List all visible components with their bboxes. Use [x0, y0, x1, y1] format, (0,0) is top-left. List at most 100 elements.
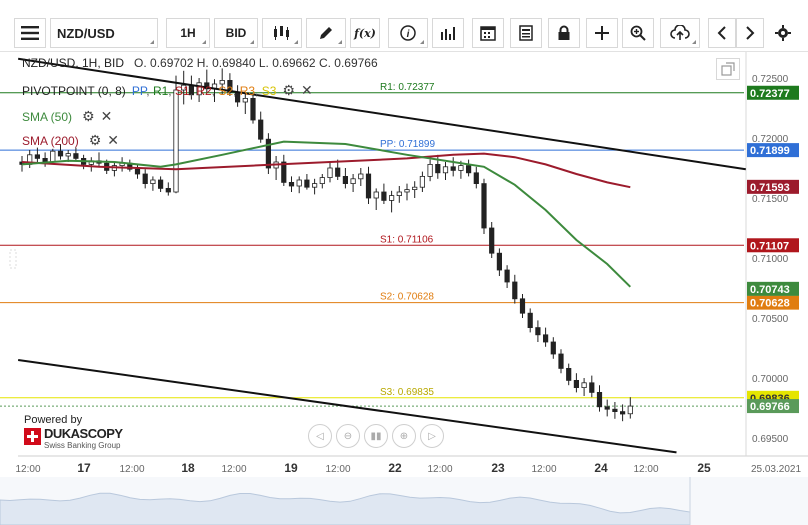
candle-body	[258, 119, 264, 140]
candle-body	[373, 191, 379, 199]
pivot-tag-s1-text: 0.71107	[750, 240, 789, 252]
candle-body	[566, 367, 572, 381]
lock-icon	[558, 25, 570, 40]
x-tick-label: 24	[594, 461, 608, 475]
nav-forward-icon[interactable]: ▷	[420, 424, 444, 448]
candle-body	[73, 153, 79, 159]
menu-button[interactable]	[14, 18, 46, 48]
candle-body	[589, 382, 595, 393]
toolbar: NZD/USD 1H BID f(x) i	[0, 0, 808, 52]
candle-body	[350, 178, 356, 185]
chevron-right-icon	[746, 26, 755, 40]
pivot-tag-s1-bg	[747, 238, 799, 253]
news-button[interactable]	[510, 18, 542, 48]
volume-button[interactable]	[432, 18, 464, 48]
pivot-item-r3: R3	[239, 83, 256, 98]
pivot-label-s2: S2: 0.70628	[380, 292, 434, 303]
candle-body	[519, 298, 526, 314]
candle-body	[219, 79, 225, 85]
candle-body	[335, 167, 341, 177]
nav-zoom-in-icon[interactable]: ⊕	[392, 424, 416, 448]
nav-back-icon[interactable]: ◁	[308, 424, 332, 448]
sma50-remove-close-icon[interactable]: ✕	[100, 108, 113, 124]
candle-body	[250, 98, 256, 121]
sma200-settings-gear-icon[interactable]: ⚙	[88, 132, 102, 148]
symbol-selector[interactable]: NZD/USD	[50, 18, 158, 48]
nav-zoom-out-icon[interactable]: ⊖	[336, 424, 360, 448]
pivot-remove-close-icon[interactable]: ✕	[300, 82, 313, 98]
settings-button[interactable]	[768, 18, 798, 48]
nav-reset-icon[interactable]: ▮▮	[364, 424, 388, 448]
candle-body	[396, 191, 402, 196]
x-tick-label: 17	[77, 461, 91, 475]
pivot-legend-label: PIVOTPOINT (0, 8)	[22, 83, 126, 98]
crosshair-icon	[595, 26, 609, 40]
sma200-remove-close-icon[interactable]: ✕	[107, 132, 119, 148]
draw-tool-button[interactable]	[306, 18, 346, 48]
dukascopy-logo: DUKASCOPY	[44, 426, 123, 441]
ohlc-low-label: L.	[258, 56, 269, 70]
pivot-item-s1: S1	[174, 83, 190, 98]
pivot-label-r1: R1: 0.72377	[380, 82, 435, 93]
candle-body	[142, 173, 148, 185]
candle-body	[311, 183, 318, 188]
scroll-left-button[interactable]	[708, 18, 736, 48]
y-tick-label: 0.69500	[752, 434, 789, 445]
candle-body	[473, 172, 479, 185]
expand-icon	[721, 62, 735, 76]
candle-body	[50, 150, 56, 163]
candle-body	[204, 82, 210, 90]
pivot-item-s2: S2	[218, 83, 234, 98]
crosshair-button[interactable]	[586, 18, 618, 48]
swiss-cross-logo-icon	[24, 428, 41, 445]
candle-body	[481, 183, 487, 229]
pivot-item-r1: R1	[152, 83, 169, 98]
pivot-tag-s2-bg	[747, 295, 799, 310]
zoom-button[interactable]	[622, 18, 654, 48]
cloud-upload-icon	[670, 25, 690, 40]
upload-button[interactable]	[660, 18, 700, 48]
zoom-icon	[630, 25, 646, 41]
scroll-right-button[interactable]	[736, 18, 764, 48]
candle-body	[34, 154, 41, 159]
axis-tag-0-text: 0.71593	[750, 182, 790, 194]
expand-chart-button[interactable]	[716, 58, 740, 80]
bar-chart-icon	[441, 27, 455, 40]
sma200-legend-label: SMA (200)	[22, 133, 79, 148]
sma50-settings-gear-icon[interactable]: ⚙	[82, 108, 95, 124]
price-side-selector[interactable]: BID	[214, 18, 258, 48]
pivot-tag-r1-bg	[747, 85, 799, 100]
candle-body	[342, 176, 349, 185]
x-tick-label: 12:00	[15, 464, 40, 475]
pivot-settings-gear-icon[interactable]: ⚙	[282, 82, 295, 98]
x-tick-label: 23	[491, 461, 505, 475]
candle-body	[450, 166, 456, 171]
candle-body	[165, 187, 171, 193]
info-button[interactable]: i	[388, 18, 428, 48]
candle-body	[489, 227, 495, 254]
ohlc-close: 0.69766	[334, 56, 378, 70]
x-tick-label: 12:00	[633, 464, 658, 475]
candle-body	[288, 181, 295, 187]
sma50-legend-label: SMA (50)	[22, 109, 73, 124]
axis-tag-2-bg	[747, 399, 799, 414]
candle-body	[327, 167, 333, 179]
timeframe-value: 1H	[180, 26, 196, 40]
candle-body	[42, 158, 48, 163]
x-tick-label: 12:00	[325, 464, 350, 475]
price-chart[interactable]: R1: 0.72377 PP: 0.71899 S1: 0.71106 S2: 0.7…	[0, 52, 808, 525]
y-tick-label: 0.70000	[752, 374, 789, 385]
pivot-tag-pp-text: 0.71899	[750, 145, 790, 157]
x-tick-label: 22	[388, 461, 402, 475]
y-tick-label: 0.72500	[752, 74, 789, 85]
lock-button[interactable]	[548, 18, 580, 48]
indicators-button[interactable]: f(x)	[350, 18, 380, 48]
candle-body	[404, 189, 410, 193]
chart-area[interactable]: R1: 0.72377 PP: 0.71899 S1: 0.71106 S2: 0.7…	[0, 52, 808, 525]
candle-body	[504, 269, 510, 283]
calendar-button[interactable]	[472, 18, 504, 48]
timeframe-selector[interactable]: 1H	[166, 18, 210, 48]
ohlc-close-label: C.	[318, 56, 331, 70]
price-side-value: BID	[225, 26, 247, 40]
chart-type-button[interactable]	[262, 18, 302, 48]
